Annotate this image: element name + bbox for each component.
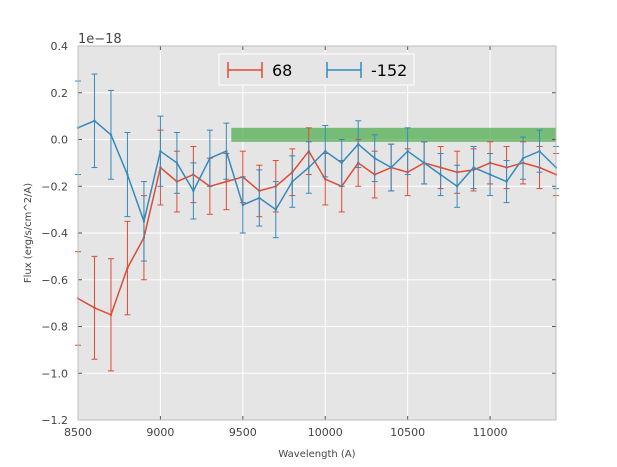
legend-label: -152 [371, 61, 407, 80]
series-1 [75, 73, 559, 262]
series-layer [75, 73, 559, 372]
data-point [521, 157, 525, 160]
y-tick-label: −0.4 [41, 227, 68, 240]
data-point [126, 173, 129, 176]
data-point [241, 203, 245, 207]
data-point [324, 149, 327, 153]
data-point [406, 149, 409, 153]
axis-ticks: 8500 9000 9500 10000 10500 11000 −1.2 −1.0 −0.8 −… [41, 40, 557, 439]
y-tick-label: −0.2 [41, 180, 68, 193]
data-point [109, 313, 113, 317]
x-tick-label: 9000 [146, 426, 174, 439]
legend: 68 -152 [218, 53, 415, 86]
x-tick-label: 8500 [64, 426, 92, 439]
data-point [324, 178, 327, 181]
data-point [455, 185, 459, 188]
x-tick-label: 11000 [473, 426, 508, 439]
x-tick-label: 9500 [229, 426, 257, 439]
data-point [175, 161, 179, 165]
data-point [472, 166, 475, 169]
data-point [538, 149, 541, 153]
data-point [225, 149, 228, 153]
data-point [93, 119, 96, 123]
data-point [389, 166, 393, 169]
data-point [225, 180, 228, 183]
offset-label: 1e−18 [78, 32, 122, 47]
series-line [77, 119, 557, 224]
data-point [488, 173, 492, 176]
band-layer [231, 127, 556, 142]
y-tick-label: 0.4 [51, 40, 69, 53]
x-axis-label: Wavelength (A) [278, 449, 355, 460]
y-tick-label: −0.8 [41, 321, 68, 334]
data-point [109, 133, 113, 137]
data-point [142, 220, 146, 223]
data-point [208, 157, 212, 160]
data-point [274, 208, 277, 211]
data-point [192, 189, 195, 193]
y-tick-label: −1.2 [41, 414, 68, 427]
legend-label: 68 [272, 61, 292, 80]
x-tick-label: 10500 [390, 426, 425, 439]
data-point [159, 149, 162, 153]
y-axis-label: Flux (erg/s/cm^2/A) [23, 183, 34, 283]
y-tick-label: −0.6 [41, 274, 68, 287]
data-point [258, 196, 261, 200]
data-point [439, 173, 442, 176]
data-point [505, 180, 508, 183]
data-point [126, 266, 129, 270]
y-tick-label: −1.0 [41, 367, 68, 380]
data-point [291, 180, 294, 183]
data-point [307, 166, 310, 169]
data-point [93, 306, 96, 309]
x-tick-label: 10000 [308, 426, 343, 439]
data-point [422, 161, 426, 165]
y-tick-label: 0.2 [51, 87, 69, 100]
highlight-band [231, 127, 556, 142]
data-point [373, 157, 376, 160]
y-tick-label: 0.0 [51, 134, 69, 147]
data-point [357, 142, 360, 146]
plot-frame [77, 45, 557, 421]
data-point [340, 161, 343, 165]
